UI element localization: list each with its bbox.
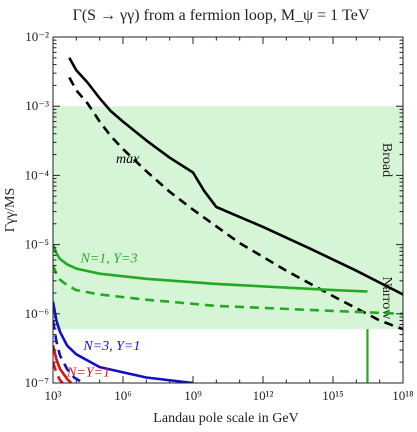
x-tick-label: 10¹⁵ — [322, 388, 343, 403]
x-tick-label: 10¹² — [253, 388, 274, 403]
axes: 10³ 10⁶ 10⁹ 10¹² 10¹⁵ 10¹⁸ 10⁻⁷ 10⁻⁶ 10⁻⁵ 10⁻⁴ 10⁻… — [25, 29, 415, 403]
series-line-max-solid — [68, 57, 403, 296]
series-line-n-y-1-solid — [53, 345, 73, 383]
series-line-n-y-1-dashed — [53, 361, 64, 383]
y-axis-label: Γγγ/MS — [3, 188, 18, 233]
series-line-n-3-y-1-dashed — [53, 320, 85, 383]
x-axis-label: Landau pole scale in GeV — [153, 411, 298, 426]
shaded-band — [53, 106, 403, 330]
series-line-n-3-y-1-solid — [53, 301, 194, 383]
y-tick-label: 10⁻⁴ — [25, 167, 50, 182]
annotation-max: max — [116, 152, 140, 167]
annotation-n-1-y-3: N=1, Y=3 — [79, 252, 137, 267]
x-tick-label: 10⁹ — [184, 388, 202, 403]
annotation-n-3-y-1: N=3, Y=1 — [82, 339, 140, 354]
y-tick-label: 10⁻⁷ — [25, 375, 49, 390]
y-tick-label: 10⁻⁵ — [25, 237, 49, 252]
band-label-broad: Broad — [379, 143, 394, 177]
series-line-n-1-y-3-dashed — [53, 264, 403, 316]
series-line-max-dashed — [68, 76, 403, 331]
y-tick-label: 10⁻² — [25, 29, 49, 44]
plot-frame — [52, 36, 404, 384]
y-tick-label: 10⁻³ — [25, 98, 49, 113]
x-tick-label: 10³ — [45, 388, 62, 403]
chart-title: Γ(S → γγ) from a fermion loop, M_ψ = 1 T… — [73, 7, 370, 24]
x-tick-label: 10¹⁸ — [392, 388, 414, 403]
series-line-n-1-y-3-solid — [53, 244, 368, 293]
x-tick-label: 10⁶ — [114, 388, 132, 403]
annotation-n-y-1: N=Y=1 — [66, 365, 110, 380]
y-tick-label: 10⁻⁶ — [25, 306, 49, 321]
